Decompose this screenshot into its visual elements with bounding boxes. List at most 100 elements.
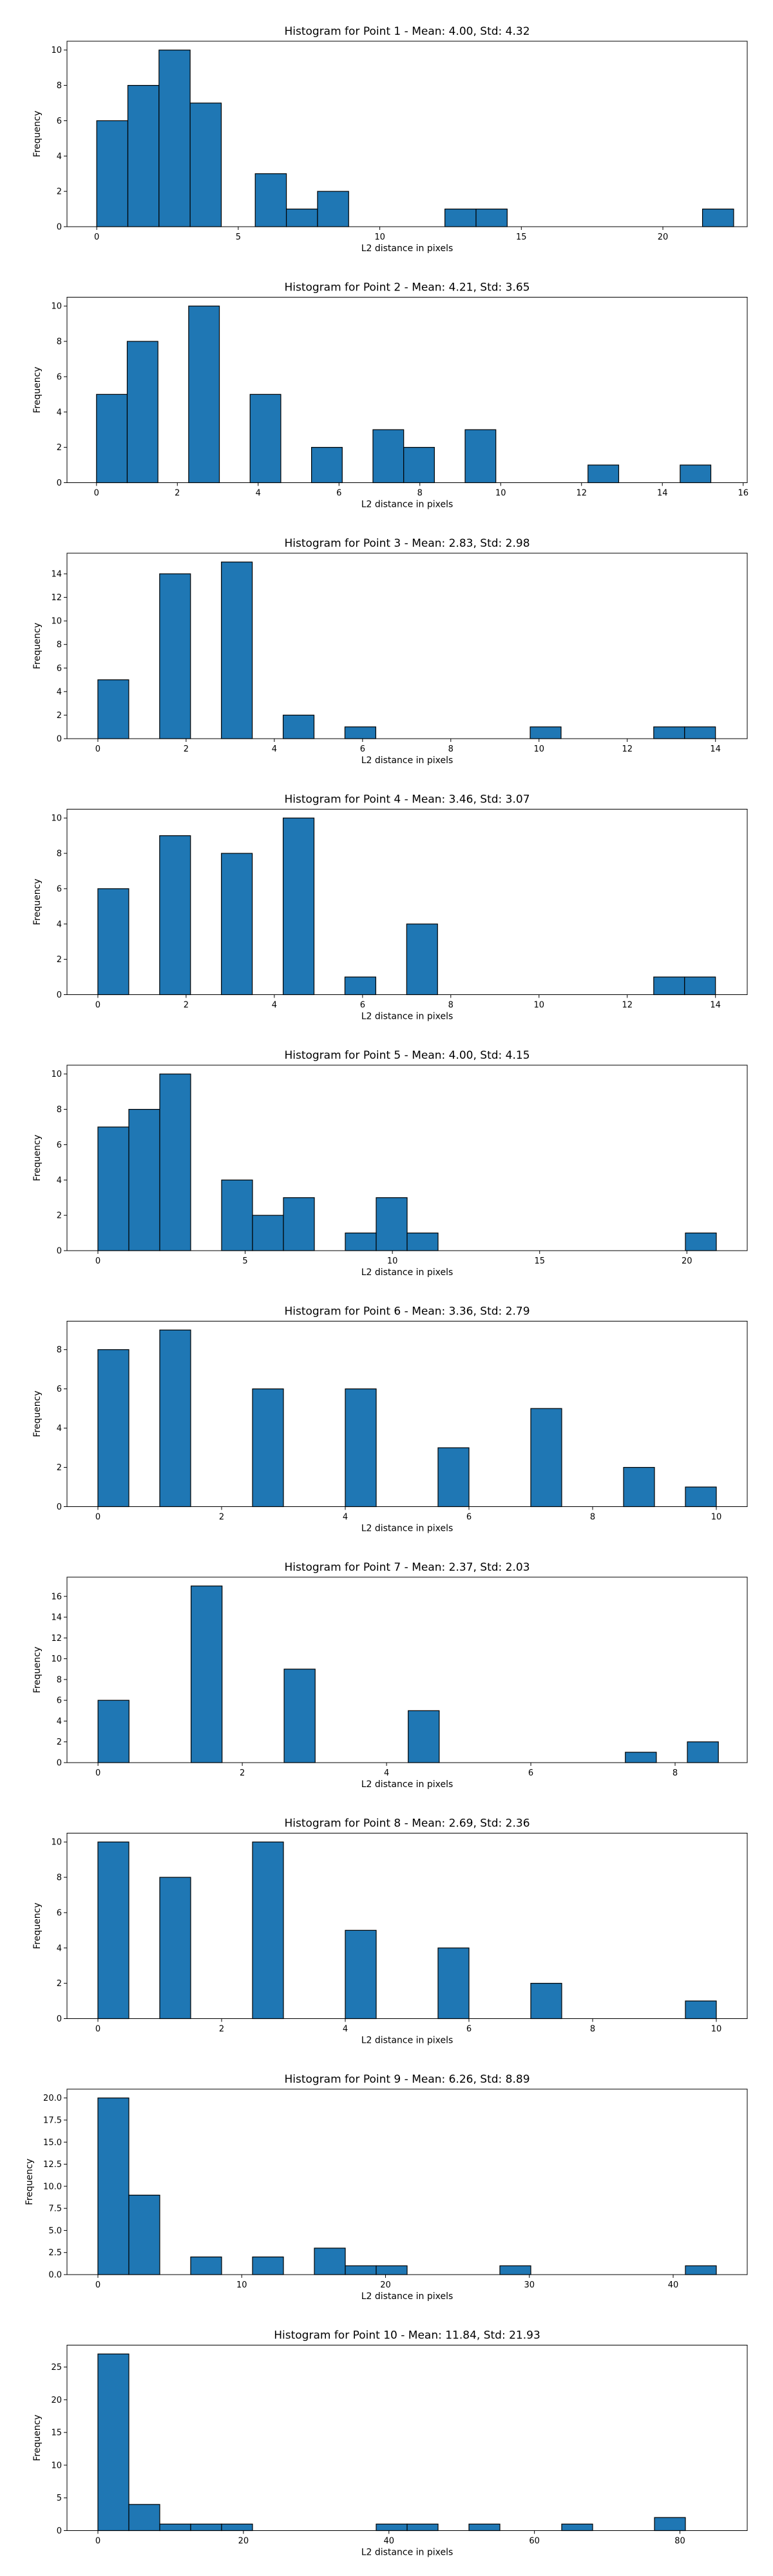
x-tick-label: 0 [94,489,99,498]
x-tick-label: 20 [380,2280,391,2290]
y-tick-label: 4 [57,152,62,162]
x-tick-label: 0 [95,1768,100,1778]
histogram-bar [97,1349,129,1508]
x-tick-label: 16 [738,489,749,498]
x-tick-label: 6 [360,744,365,754]
plot-frame [66,1065,748,1251]
histogram-bar [499,2265,531,2275]
histogram-bar [464,429,497,484]
x-axis-label: L2 distance in pixels [361,1524,453,1534]
histogram-bar [680,464,712,484]
y-tick-label: 6 [57,664,62,674]
x-tick-label: 8 [590,1513,595,1522]
histogram-bar [376,2523,408,2532]
histogram-bar [406,1232,439,1251]
histogram-bar [159,2523,191,2532]
x-axis-label: L2 distance in pixels [361,1012,453,1022]
x-tick-label: 10 [495,489,506,498]
histogram-bar [344,726,376,739]
histogram-bar [587,464,620,484]
histogram-bar [159,835,191,996]
x-tick-label: 14 [710,744,721,754]
x-tick-label: 0 [95,2280,100,2290]
histogram-bar [221,2523,253,2532]
y-tick-label: 10 [51,814,62,824]
histogram-bar [252,1388,284,1508]
y-tick-label: 8 [57,640,62,650]
x-tick-label: 0 [95,1001,100,1010]
histogram-bar [97,888,129,996]
x-tick-label: 6 [466,1513,472,1522]
x-tick-label: 12 [622,1001,633,1010]
y-tick-label: 10 [51,2461,62,2470]
x-tick-label: 8 [417,489,423,498]
histogram-bar [127,84,160,227]
y-tick-label: 0 [57,990,62,1000]
x-axis-label: L2 distance in pixels [361,500,453,510]
y-tick-label: 6 [57,1696,62,1706]
plot-frame [66,809,748,995]
histogram-bar [530,1983,562,2020]
chart-title: Histogram for Point 4 - Mean: 3.46, Std:… [284,793,530,806]
y-tick-label: 8 [57,1873,62,1883]
chart-title: Histogram for Point 8 - Mean: 2.69, Std:… [284,1817,530,1830]
y-tick-label: 10.0 [43,2182,62,2192]
histogram-bar [128,2504,160,2532]
x-tick-label: 2 [184,1001,189,1010]
y-tick-label: 2 [57,187,62,197]
y-tick-label: 25 [51,2363,62,2372]
histogram-bar [252,1215,284,1251]
chart-title: Histogram for Point 3 - Mean: 2.83, Std:… [284,537,530,550]
histogram-panel-1: Histogram for Point 1 - Mean: 4.00, Std:… [32,25,748,254]
y-axis-label: Frequency [32,2414,43,2461]
y-tick-label: 2 [57,955,62,965]
histogram-bar [97,1841,129,2020]
x-tick-label: 6 [360,1001,365,1010]
chart-title: Histogram for Point 10 - Mean: 11.84, St… [274,2329,540,2342]
x-tick-label: 20 [658,232,669,242]
histogram-bar [126,341,158,484]
x-axis-label: L2 distance in pixels [361,755,453,766]
x-tick-label: 12 [622,744,633,754]
histogram-bar [314,2248,346,2275]
histogram-bar [159,1074,191,1251]
y-tick-label: 0 [57,1247,62,1256]
y-tick-label: 6 [57,117,62,126]
histogram-panel-3: Histogram for Point 3 - Mean: 2.83, Std:… [32,537,748,766]
histogram-bar [685,1232,717,1251]
y-tick-label: 0 [57,223,62,232]
histogram-bar [654,2517,686,2532]
histogram-bar [345,1232,377,1251]
histogram-panel-9: Histogram for Point 9 - Mean: 6.26, Std:… [24,2073,748,2302]
histogram-bar [376,2265,408,2275]
histogram-bar [701,208,734,227]
histogram-bar [685,2265,717,2275]
y-axis-label: Frequency [32,1902,43,1949]
histogram-bar [159,573,191,739]
x-tick-label: 15 [534,1256,545,1266]
x-axis-label: L2 distance in pixels [361,2548,453,2558]
x-tick-label: 6 [466,2025,472,2034]
chart-title: Histogram for Point 7 - Mean: 2.37, Std:… [284,1561,530,1574]
plot-frame [66,41,748,227]
histogram-bar [221,562,253,739]
y-tick-label: 10 [51,1654,62,1664]
x-tick-label: 8 [448,744,453,754]
y-tick-label: 8 [57,849,62,859]
y-tick-label: 20 [51,2396,62,2405]
x-axis-label: L2 distance in pixels [361,1267,453,1278]
y-tick-label: 17.5 [43,2116,62,2126]
histogram-bar [190,2256,222,2275]
histogram-bar [530,726,562,739]
y-tick-label: 14 [51,570,62,580]
y-tick-label: 6 [57,1385,62,1394]
y-axis-label: Frequency [32,1647,43,1693]
histogram-bar [97,1700,129,1763]
histogram-bar [97,2353,129,2532]
histogram-panel-5: Histogram for Point 5 - Mean: 4.00, Std:… [32,1049,748,1278]
histogram-bar [128,1108,160,1251]
y-tick-label: 15.0 [43,2138,62,2148]
x-tick-label: 0 [94,232,99,242]
histogram-bar [283,1197,315,1251]
